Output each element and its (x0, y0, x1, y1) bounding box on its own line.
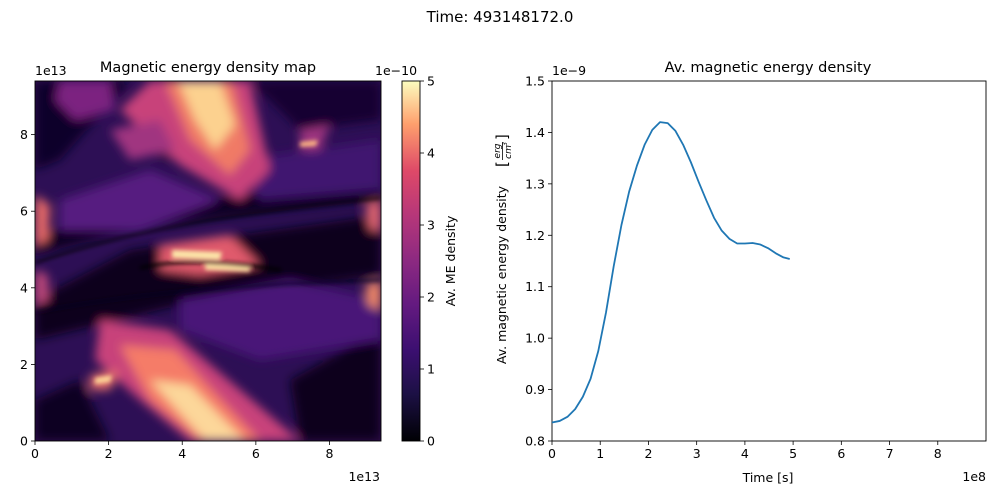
heatmap-y-offset-label: 1e13 (35, 63, 67, 78)
line-chart-title: Av. magnetic energy density (665, 60, 872, 76)
colorbar-tick-label: 1 (427, 362, 435, 377)
heatmap-y-tick-label: 0 (20, 434, 28, 449)
line-y-tick-label: 1.3 (525, 176, 545, 191)
line-y-tick-label: 1.5 (525, 74, 545, 89)
line-x-tick-label: 0 (548, 446, 556, 461)
colorbar-label: Av. ME density (443, 215, 458, 306)
line-x-tick-label: 1 (596, 446, 604, 461)
heatmap-x-tick-label: 8 (325, 446, 333, 461)
colorbar-tick-label: 4 (427, 146, 435, 161)
line-y-tick-label: 1.0 (525, 331, 545, 346)
line-chart-series (551, 121, 790, 424)
series-line-0 (551, 121, 790, 424)
colorbar-ticks: 0 1 2 3 4 5 (420, 74, 435, 449)
line-chart-plot-area (551, 80, 987, 442)
heatmap-x-tick-label: 6 (252, 446, 260, 461)
colorbar-gradient (401, 80, 421, 442)
line-x-tick-label: 3 (693, 446, 701, 461)
heatmap-x-tick-label: 0 (31, 446, 39, 461)
line-chart-ylabel: Av. magnetic energy density (494, 185, 509, 364)
heatmap-y-tick-label: 2 (20, 357, 28, 372)
line-y-tick-label: 0.9 (525, 382, 545, 397)
line-chart-xlabel: Time [s] (742, 470, 794, 485)
line-chart-x-offset-label: 1e8 (962, 469, 986, 484)
heatmap-title: Magnetic energy density map (100, 60, 316, 76)
colorbar: 0 1 2 3 4 5 1e−10 Av. ME density (375, 63, 458, 449)
line-x-tick-label: 2 (644, 446, 652, 461)
colorbar-tick-label: 3 (427, 218, 435, 233)
heatmap-axes: 0 2 4 6 8 0 2 4 6 8 (20, 127, 333, 461)
heatmap-x-offset-label: 1e13 (348, 469, 380, 484)
heatmap-image (35, 81, 381, 441)
colorbar-tick-label: 2 (427, 290, 435, 305)
line-x-tick-label: 7 (886, 446, 894, 461)
unit-exponent: 3 (501, 142, 509, 146)
line-chart-panel: Av. magnetic energy density 0 1 2 3 4 5 6 7 8 0.8… (493, 60, 987, 485)
line-chart-ylabel-group: Av. magnetic energy density [ erg cm 3 ] (493, 134, 514, 364)
line-y-tick-label: 0.8 (525, 434, 545, 449)
unit-numerator: erg (493, 143, 503, 158)
line-x-tick-label: 8 (934, 446, 942, 461)
heatmap-x-tick-label: 2 (105, 446, 113, 461)
line-x-tick-label: 4 (741, 446, 749, 461)
colorbar-offset-label: 1e−10 (375, 63, 417, 78)
line-x-tick-label: 5 (789, 446, 797, 461)
line-chart-axes: 0 1 2 3 4 5 6 7 8 0.8 0.9 1.0 1.1 1.2 1.3 1.4 1.5 (525, 74, 942, 462)
heatmap-x-tick-label: 4 (178, 446, 186, 461)
heatmap-panel: Magnetic energy density map (20, 60, 382, 484)
line-x-tick-label: 6 (837, 446, 845, 461)
figure-suptitle: Time: 493148172.0 (426, 8, 574, 26)
line-chart-y-offset-label: 1e−9 (552, 63, 586, 78)
line-y-tick-label: 1.2 (525, 228, 545, 243)
line-y-tick-label: 1.4 (525, 125, 545, 140)
heatmap-y-tick-label: 4 (20, 280, 28, 295)
colorbar-tick-label: 5 (427, 74, 435, 89)
heatmap-y-tick-label: 8 (20, 127, 28, 142)
unit-bracket-right: ] (493, 134, 511, 140)
line-y-tick-label: 1.1 (525, 279, 545, 294)
colorbar-tick-label: 0 (427, 434, 435, 449)
unit-bracket-left: [ (493, 161, 511, 167)
unit-denominator: cm (504, 145, 514, 159)
ylabel-unit-fraction: [ erg cm 3 ] (493, 134, 514, 167)
heatmap-y-tick-label: 6 (20, 204, 28, 219)
